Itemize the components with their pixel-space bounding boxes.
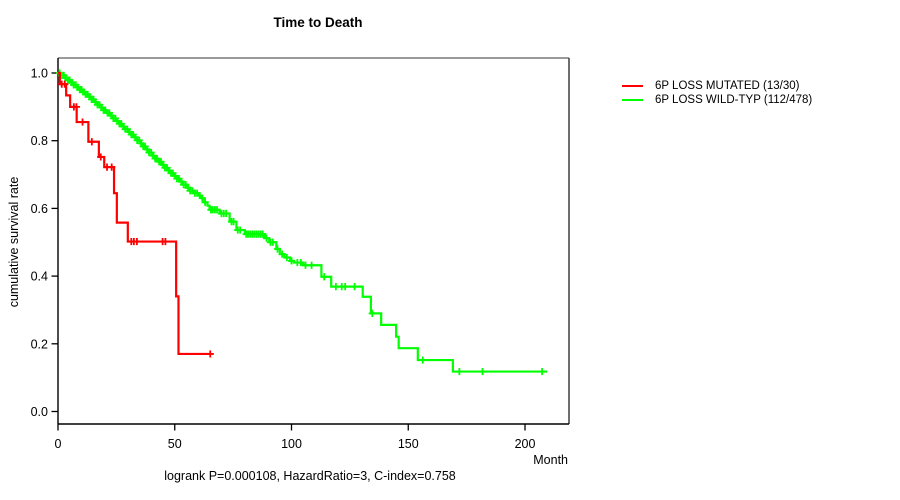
- censor-marks-mutated: [58, 80, 214, 358]
- legend-line-green: [622, 98, 643, 102]
- legend-label-wildtype: 6P LOSS WILD-TYP (112/478): [655, 94, 813, 106]
- x-tick-label: 150: [398, 437, 419, 451]
- y-axis-label: cumulative survival rate: [7, 176, 21, 308]
- stats-annotation: logrank P=0.000108, HazardRatio=3, C-ind…: [164, 469, 456, 483]
- y-tick-label: 0.0: [31, 405, 48, 419]
- x-tick-label: 200: [515, 437, 536, 451]
- censor-marks-wildtype: [56, 69, 546, 376]
- survival-curve-wildtype: [58, 71, 548, 373]
- x-axis-label: Month: [533, 453, 568, 467]
- chart-title: Time to Death: [273, 15, 363, 30]
- legend-item-wildtype: 6P LOSS WILD-TYP (112/478): [622, 93, 812, 107]
- survival-curve-mutated: [58, 71, 211, 356]
- y-tick-label: 0.2: [31, 337, 48, 351]
- legend-label-mutated: 6P LOSS MUTATED (13/30): [655, 80, 800, 92]
- y-tick-label: 0.6: [31, 202, 48, 216]
- y-tick-label: 0.4: [31, 270, 48, 284]
- y-tick-label: 0.8: [31, 134, 48, 148]
- legend-item-mutated: 6P LOSS MUTATED (13/30): [622, 79, 812, 93]
- x-tick-label: 0: [55, 437, 62, 451]
- y-tick-label: 1.0: [31, 67, 48, 81]
- x-tick-label: 50: [168, 437, 182, 451]
- legend-line-red: [622, 84, 643, 88]
- x-tick-label: 100: [281, 437, 302, 451]
- legend: 6P LOSS MUTATED (13/30) 6P LOSS WILD-TYP…: [622, 79, 812, 107]
